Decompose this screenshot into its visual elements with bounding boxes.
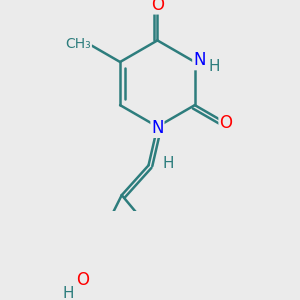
- Text: H: H: [62, 286, 74, 300]
- Text: H: H: [208, 59, 220, 74]
- Text: O: O: [151, 0, 164, 14]
- Text: O: O: [219, 114, 232, 132]
- Text: N: N: [193, 52, 206, 70]
- Text: N: N: [151, 119, 164, 137]
- Text: O: O: [76, 271, 90, 289]
- Text: CH₃: CH₃: [65, 37, 91, 51]
- Text: H: H: [162, 156, 174, 171]
